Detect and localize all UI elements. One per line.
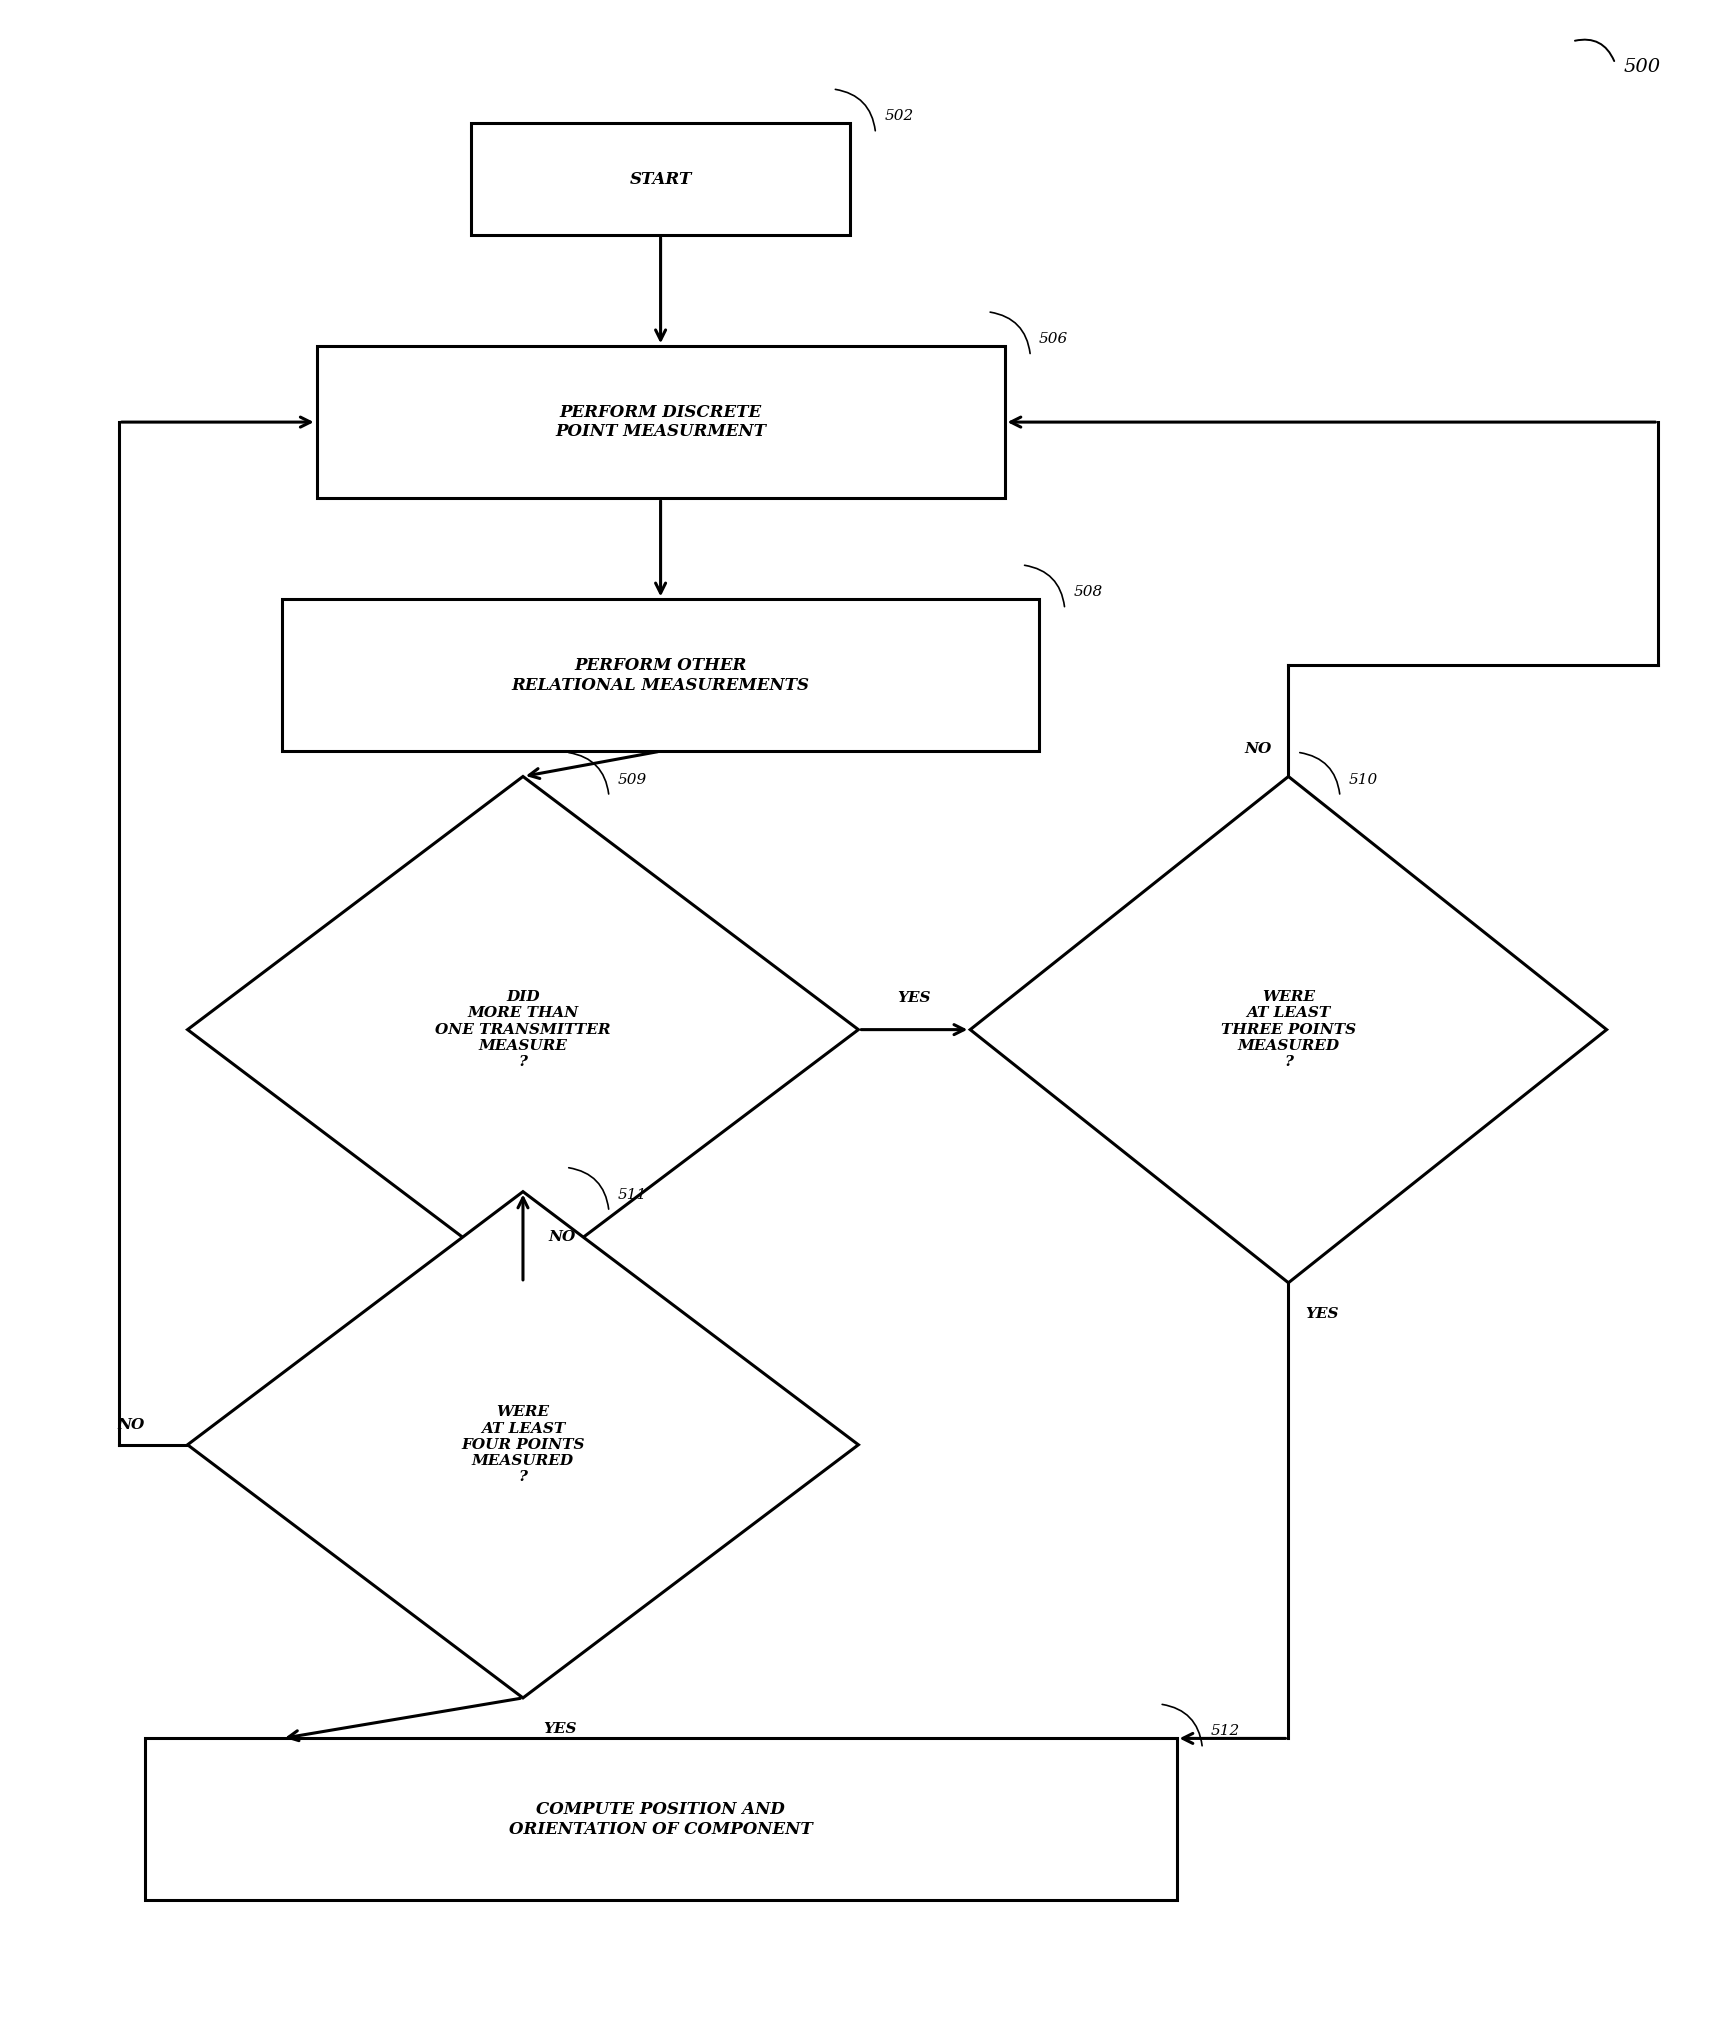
- Text: DID
MORE THAN
ONE TRANSMITTER
MEASURE
?: DID MORE THAN ONE TRANSMITTER MEASURE ?: [435, 991, 610, 1068]
- Text: 509: 509: [617, 773, 647, 787]
- Text: YES: YES: [1306, 1307, 1339, 1321]
- Text: COMPUTE POSITION AND
ORIENTATION OF COMPONENT: COMPUTE POSITION AND ORIENTATION OF COMP…: [508, 1800, 813, 1837]
- FancyBboxPatch shape: [317, 347, 1004, 498]
- Text: NO: NO: [1243, 742, 1271, 756]
- Text: PERFORM OTHER
RELATIONAL MEASUREMENTS: PERFORM OTHER RELATIONAL MEASUREMENTS: [512, 657, 810, 693]
- Text: WERE
AT LEAST
FOUR POINTS
MEASURED
?: WERE AT LEAST FOUR POINTS MEASURED ?: [461, 1405, 584, 1484]
- Text: NO: NO: [548, 1230, 576, 1244]
- Text: 511: 511: [617, 1189, 647, 1201]
- Polygon shape: [971, 777, 1607, 1283]
- Text: 506: 506: [1039, 332, 1068, 347]
- Text: 502: 502: [884, 110, 914, 124]
- Text: PERFORM DISCRETE
POINT MEASURMENT: PERFORM DISCRETE POINT MEASURMENT: [555, 404, 766, 440]
- FancyBboxPatch shape: [472, 124, 850, 234]
- Polygon shape: [187, 777, 858, 1283]
- Polygon shape: [187, 1191, 858, 1698]
- FancyBboxPatch shape: [283, 599, 1039, 750]
- Text: 508: 508: [1073, 585, 1103, 599]
- Text: WERE
AT LEAST
THREE POINTS
MEASURED
?: WERE AT LEAST THREE POINTS MEASURED ?: [1221, 991, 1356, 1068]
- Text: NO: NO: [118, 1417, 144, 1431]
- Text: YES: YES: [544, 1723, 577, 1737]
- Text: 510: 510: [1349, 773, 1379, 787]
- Text: YES: YES: [898, 991, 931, 1005]
- Text: 500: 500: [1623, 57, 1661, 75]
- FancyBboxPatch shape: [144, 1739, 1177, 1900]
- Text: START: START: [629, 171, 692, 188]
- Text: 512: 512: [1210, 1725, 1240, 1739]
